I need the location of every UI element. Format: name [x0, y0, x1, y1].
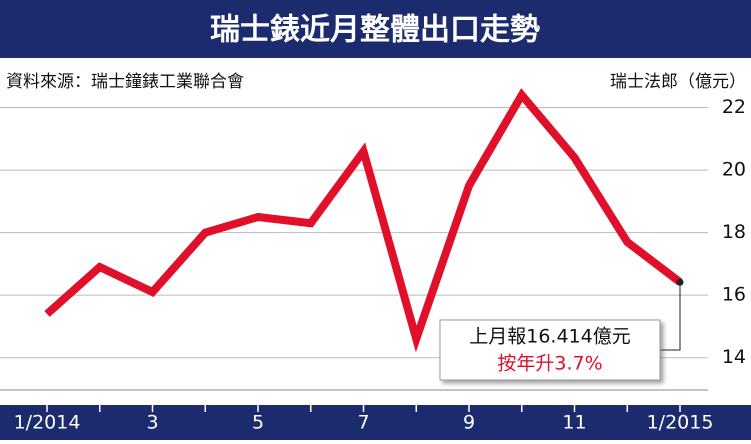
annotation-text: 按年升3.7%	[497, 353, 602, 375]
y-tick-label: 14	[722, 346, 746, 368]
x-tick-label: 3	[146, 412, 158, 434]
data-line	[44, 88, 683, 353]
x-tick-label: 7	[357, 412, 369, 434]
x-tick-label: 11	[562, 412, 586, 434]
grid: 14 16 18 20 22 1/2014 3 5 7 9 11 1/2015	[0, 96, 746, 434]
x-tick-label: 1/2015	[647, 412, 714, 434]
x-tick-label: 9	[463, 412, 475, 434]
y-tick-label: 18	[722, 221, 746, 243]
x-axis-band	[0, 405, 751, 440]
annotation-text: 上月報16.414億元	[469, 326, 630, 348]
y-tick-label: 16	[722, 284, 746, 306]
chart-title: 瑞士錶近月整體出口走勢	[210, 13, 540, 48]
end-point	[676, 278, 684, 286]
annotation: 上月報16.414億元 按年升3.7%	[439, 319, 661, 381]
y-tick-label: 22	[722, 96, 746, 118]
annotation-box	[439, 319, 661, 381]
title-band	[0, 0, 751, 58]
x-tick-label: 1/2014	[14, 412, 81, 434]
plot	[44, 88, 684, 353]
x-tick-label: 5	[252, 412, 264, 434]
leader-line	[660, 282, 681, 351]
y-tick-label: 20	[722, 159, 746, 181]
y-axis-label: 瑞士法郎（億元）	[610, 72, 746, 92]
source: 資料來源：瑞士鐘錶工業聯合會	[6, 72, 244, 92]
